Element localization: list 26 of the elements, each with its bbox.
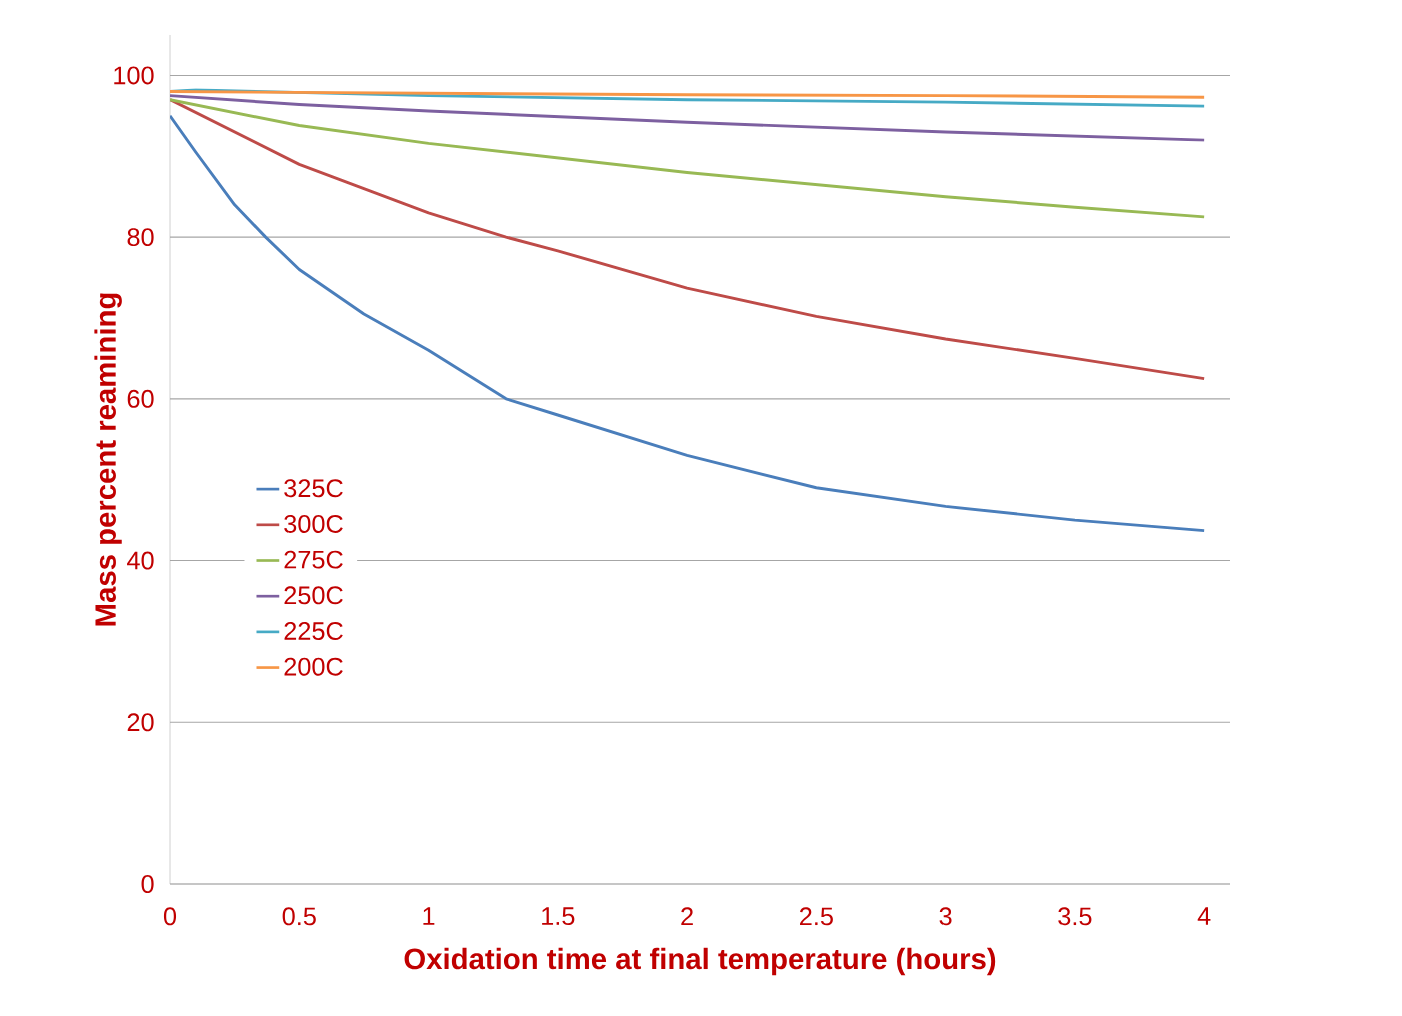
legend-label: 300C bbox=[284, 514, 343, 533]
legend-label: 200C bbox=[284, 657, 343, 676]
x-tick-label: 2 bbox=[681, 907, 693, 926]
x-tick-label: 0 bbox=[163, 907, 177, 926]
legend-label: 325C bbox=[284, 479, 343, 498]
x-tick-label: 0.5 bbox=[282, 907, 316, 926]
x-tick-label: 3 bbox=[939, 907, 952, 926]
y-tick-label: 20 bbox=[127, 713, 154, 732]
x-tick-label: 1.5 bbox=[542, 907, 575, 926]
y-tick-label: 80 bbox=[127, 228, 154, 247]
y-tick-label: 40 bbox=[127, 551, 154, 570]
line-series bbox=[170, 98, 1206, 381]
y-tick-label: 100 bbox=[114, 66, 154, 85]
legend-label: 250C bbox=[284, 586, 343, 605]
x-axis-title: Oxidation time at final temperature (hours) bbox=[404, 947, 996, 976]
x-tick-label: 2.5 bbox=[800, 907, 833, 926]
y-tick-label: 60 bbox=[127, 389, 154, 408]
x-tick-label: 3.5 bbox=[1058, 907, 1092, 926]
y-tick-label: 0 bbox=[141, 875, 154, 893]
x-tick-label: 1 bbox=[423, 907, 435, 925]
legend-label: 275C bbox=[284, 550, 343, 569]
legend-label: 225C bbox=[284, 622, 343, 640]
line-series bbox=[170, 94, 1206, 142]
line-series bbox=[170, 114, 1206, 533]
y-axis-title: Mass percent reamining bbox=[94, 293, 122, 626]
x-tick-label: 4 bbox=[1197, 907, 1211, 925]
